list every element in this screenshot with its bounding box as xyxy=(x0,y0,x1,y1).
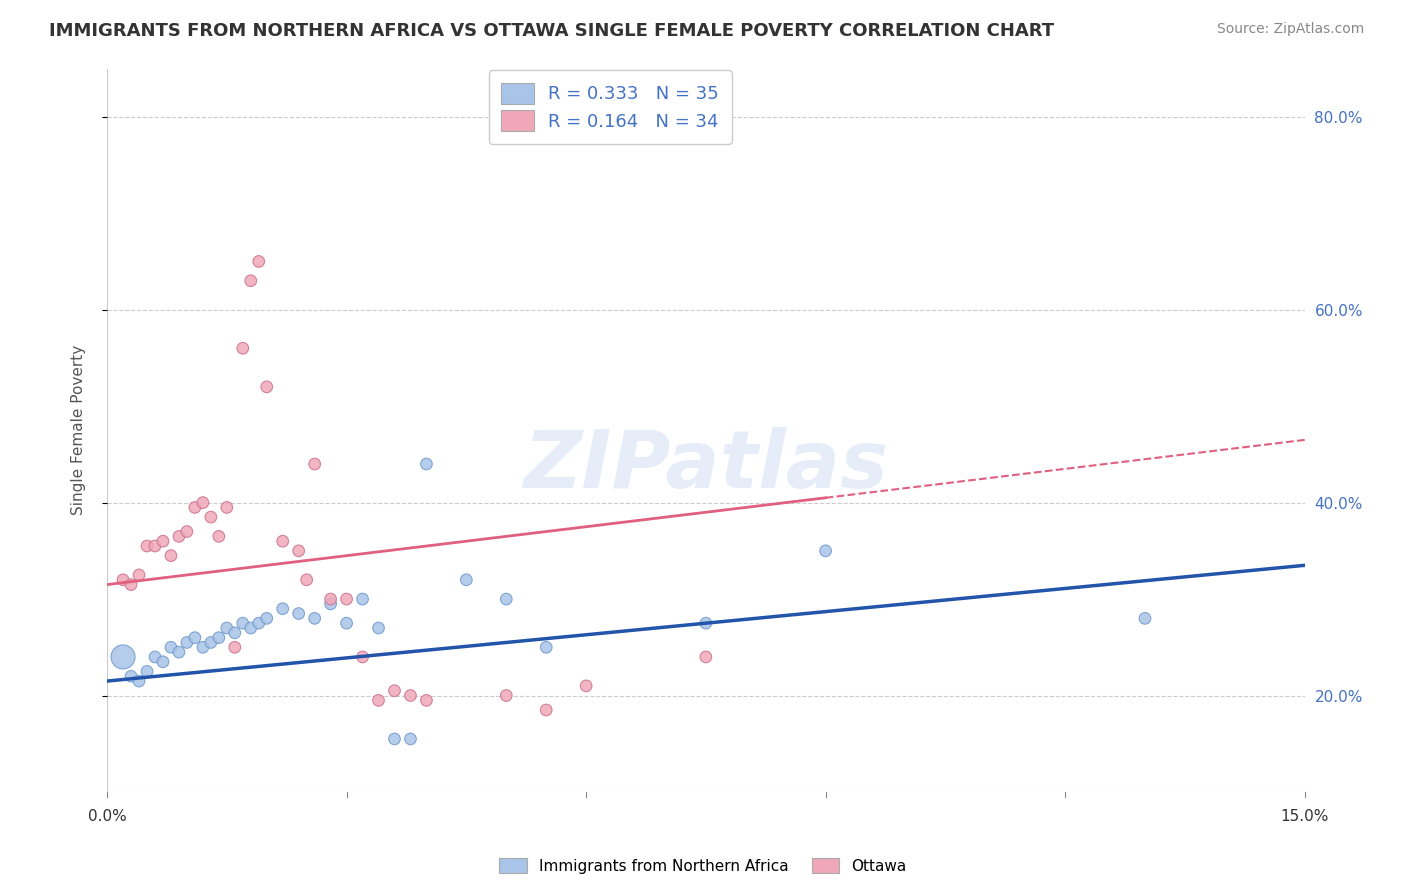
Point xyxy=(399,689,422,703)
Point xyxy=(239,274,262,288)
Point xyxy=(336,592,359,607)
Point xyxy=(128,674,150,689)
Point xyxy=(415,693,437,707)
Legend: Immigrants from Northern Africa, Ottawa: Immigrants from Northern Africa, Ottawa xyxy=(494,852,912,880)
Text: 0.0%: 0.0% xyxy=(87,809,127,824)
Text: IMMIGRANTS FROM NORTHERN AFRICA VS OTTAWA SINGLE FEMALE POVERTY CORRELATION CHAR: IMMIGRANTS FROM NORTHERN AFRICA VS OTTAW… xyxy=(49,22,1054,40)
Point xyxy=(271,534,294,549)
Point xyxy=(814,544,837,558)
Point xyxy=(336,616,359,631)
Point xyxy=(120,669,142,683)
Text: Source: ZipAtlas.com: Source: ZipAtlas.com xyxy=(1216,22,1364,37)
Point xyxy=(232,616,254,631)
Point xyxy=(367,693,389,707)
Point xyxy=(120,577,142,591)
Text: 15.0%: 15.0% xyxy=(1281,809,1329,824)
Point xyxy=(534,703,557,717)
Point xyxy=(319,597,342,611)
Point xyxy=(367,621,389,635)
Point xyxy=(247,254,270,268)
Point xyxy=(112,573,135,587)
Point xyxy=(176,635,198,649)
Point xyxy=(256,611,278,625)
Point xyxy=(352,649,374,664)
Point xyxy=(456,573,478,587)
Point xyxy=(143,649,166,664)
Point xyxy=(208,529,231,543)
Point xyxy=(295,573,318,587)
Point xyxy=(495,689,517,703)
Point xyxy=(167,529,190,543)
Point xyxy=(575,679,598,693)
Point xyxy=(695,649,717,664)
Legend: R = 0.333   N = 35, R = 0.164   N = 34: R = 0.333 N = 35, R = 0.164 N = 34 xyxy=(488,70,731,144)
Point xyxy=(160,549,183,563)
Point xyxy=(224,640,246,655)
Point xyxy=(256,380,278,394)
Point xyxy=(319,592,342,607)
Point xyxy=(136,539,159,553)
Point xyxy=(399,731,422,746)
Y-axis label: Single Female Poverty: Single Female Poverty xyxy=(72,345,86,516)
Point xyxy=(191,640,214,655)
Point xyxy=(415,457,437,471)
Point xyxy=(287,607,309,621)
Point xyxy=(384,731,406,746)
Point xyxy=(215,500,238,515)
Point xyxy=(287,544,309,558)
Point xyxy=(167,645,190,659)
Point xyxy=(184,631,207,645)
Point xyxy=(160,640,183,655)
Point xyxy=(352,592,374,607)
Point xyxy=(200,510,222,524)
Point xyxy=(215,621,238,635)
Point xyxy=(247,616,270,631)
Point xyxy=(271,601,294,615)
Point xyxy=(304,457,326,471)
Point xyxy=(304,611,326,625)
Point xyxy=(152,655,174,669)
Point xyxy=(112,649,135,664)
Point xyxy=(1133,611,1156,625)
Point xyxy=(191,495,214,509)
Text: ZIPatlas: ZIPatlas xyxy=(523,427,889,506)
Point xyxy=(232,341,254,355)
Point xyxy=(239,621,262,635)
Point xyxy=(152,534,174,549)
Point xyxy=(224,625,246,640)
Point xyxy=(200,635,222,649)
Point xyxy=(384,683,406,698)
Point xyxy=(184,500,207,515)
Point xyxy=(534,640,557,655)
Point xyxy=(495,592,517,607)
Point xyxy=(128,568,150,582)
Point xyxy=(136,665,159,679)
Point xyxy=(143,539,166,553)
Point xyxy=(176,524,198,539)
Point xyxy=(695,616,717,631)
Point xyxy=(208,631,231,645)
